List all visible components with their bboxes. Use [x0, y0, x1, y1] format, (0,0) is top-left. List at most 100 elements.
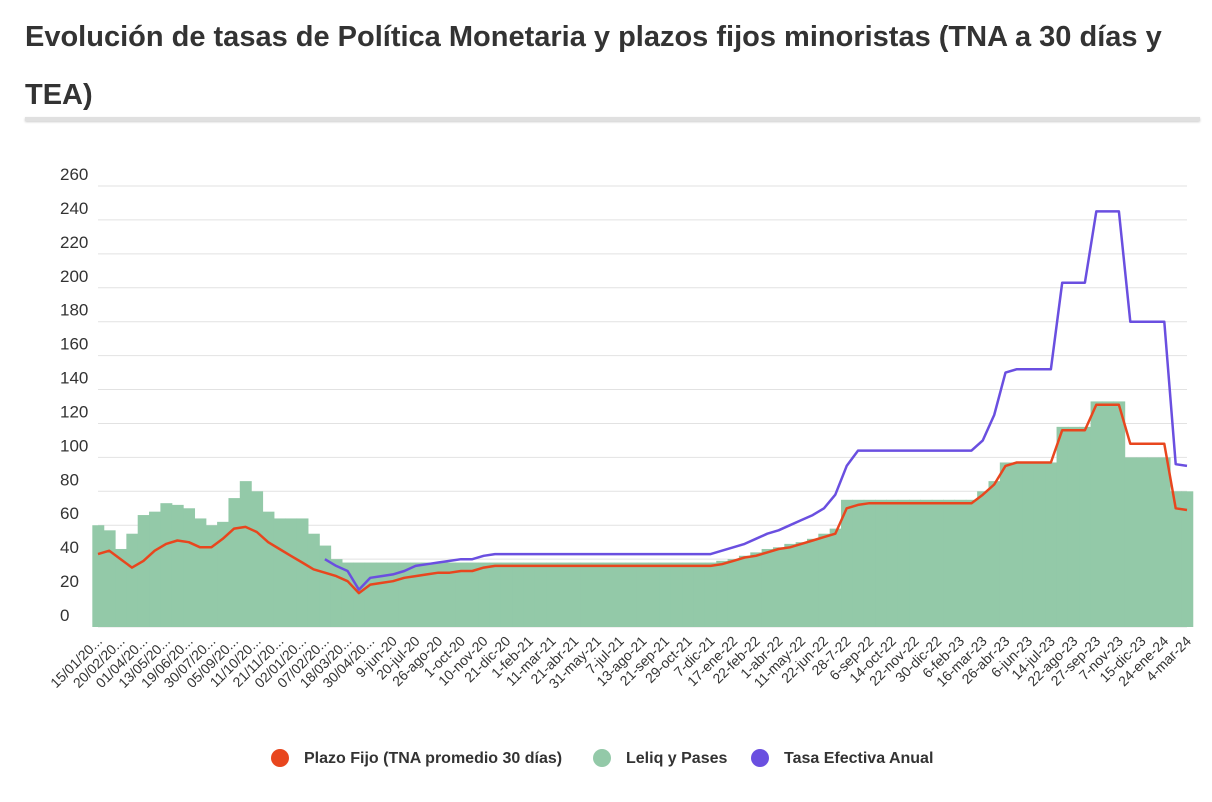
y-tick-label: 240 — [60, 199, 88, 218]
bar — [262, 511, 275, 627]
bar — [500, 562, 513, 627]
bar — [795, 542, 808, 627]
bar — [682, 562, 695, 627]
bar — [1147, 457, 1160, 627]
bar — [1169, 491, 1182, 627]
bar — [194, 518, 207, 627]
bar — [455, 562, 468, 627]
bar — [421, 562, 434, 627]
bar — [126, 533, 139, 627]
bar — [398, 562, 411, 627]
bar — [478, 562, 490, 627]
y-tick-label: 0 — [60, 606, 69, 625]
line — [97, 403, 1188, 595]
bar — [659, 562, 672, 627]
bar — [228, 498, 241, 627]
bar — [1181, 491, 1194, 627]
bar — [738, 555, 751, 627]
bar — [841, 499, 853, 627]
y-tick-label: 80 — [60, 470, 79, 489]
bar — [716, 560, 729, 627]
bar — [772, 547, 785, 627]
bar — [330, 559, 343, 627]
bar — [614, 562, 627, 627]
bar — [171, 504, 184, 627]
bar — [727, 559, 740, 627]
legend-label: Leliq y Pases — [626, 750, 727, 767]
chart-title: Evolución de tasas de Política Monetaria… — [25, 21, 1162, 111]
bar — [965, 499, 978, 627]
bar — [466, 562, 479, 627]
line — [324, 210, 1188, 591]
bar — [137, 515, 150, 627]
legend-marker — [751, 749, 769, 767]
bar — [432, 562, 445, 627]
bar — [387, 562, 400, 627]
bar — [875, 499, 887, 627]
bar — [943, 499, 956, 627]
bar — [443, 562, 456, 627]
bar — [886, 499, 899, 627]
bar — [103, 530, 116, 627]
legend-label: Tasa Efectiva Anual — [784, 750, 933, 767]
y-tick-label: 160 — [60, 335, 88, 354]
bar — [1033, 462, 1046, 627]
bar — [489, 562, 502, 627]
bar — [636, 562, 649, 627]
bar — [1158, 457, 1171, 627]
y-tick-label: 20 — [60, 572, 79, 591]
bar — [1090, 401, 1103, 627]
legend-marker — [593, 749, 611, 767]
bar — [648, 562, 661, 627]
bar — [670, 562, 683, 627]
bar — [852, 499, 865, 627]
bar — [353, 562, 366, 627]
y-tick-label: 40 — [60, 538, 79, 557]
y-tick-label: 180 — [60, 301, 88, 320]
bar — [1045, 462, 1058, 627]
y-tick-label: 120 — [60, 402, 88, 421]
bar — [523, 562, 536, 627]
title-rule — [25, 117, 1200, 121]
bar — [988, 481, 1001, 627]
bar — [341, 562, 354, 627]
bar — [602, 562, 615, 627]
bar — [217, 521, 230, 627]
bar — [1101, 401, 1114, 627]
legend-label: Plazo Fijo (TNA promedio 30 días) — [304, 750, 562, 767]
bar — [205, 525, 218, 627]
y-tick-label: 60 — [60, 504, 79, 523]
bar — [115, 548, 127, 627]
bar — [546, 562, 559, 627]
bar — [625, 562, 638, 627]
bar — [580, 562, 593, 627]
bar — [909, 499, 922, 627]
bar — [512, 562, 524, 627]
bar — [818, 533, 831, 627]
bar — [285, 518, 298, 627]
bar — [1135, 457, 1148, 627]
bar — [1022, 462, 1035, 627]
bar — [806, 538, 819, 627]
y-tick-label: 260 — [60, 165, 88, 184]
bar — [239, 481, 252, 627]
bar — [296, 518, 309, 627]
bar — [977, 491, 990, 627]
bar — [273, 518, 286, 627]
bar — [409, 562, 422, 627]
bar — [534, 562, 547, 627]
bar — [1124, 457, 1137, 627]
bar — [954, 499, 967, 627]
y-tick-label: 100 — [60, 436, 88, 455]
bar — [863, 499, 876, 627]
bar — [149, 511, 161, 627]
bar — [319, 545, 332, 627]
bar — [307, 533, 320, 627]
bar — [1056, 426, 1069, 627]
bar — [897, 499, 910, 627]
bar — [1113, 401, 1126, 627]
bar — [829, 528, 842, 627]
bar — [784, 543, 797, 627]
